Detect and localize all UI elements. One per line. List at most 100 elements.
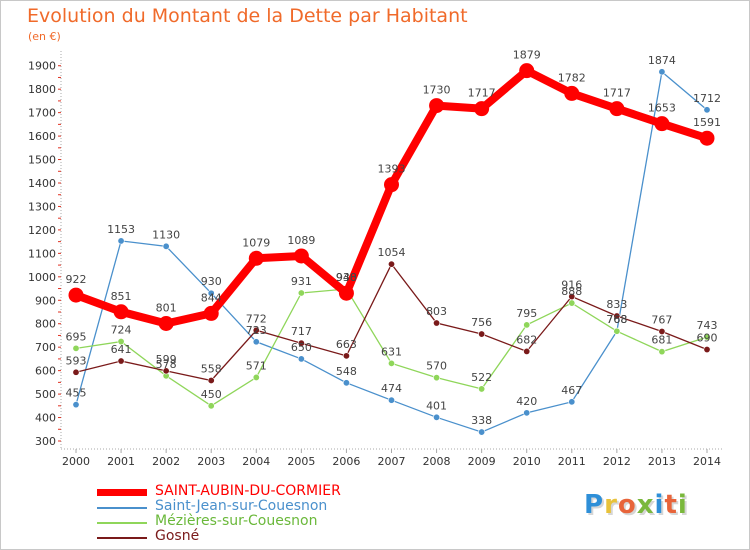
series-3-point	[72, 368, 80, 376]
series-2-value-label: 571	[246, 359, 267, 372]
logo-text: Proxiti	[584, 490, 688, 520]
logo-letter: i	[654, 490, 665, 520]
x-tick-label: 2001	[107, 455, 135, 468]
series-0-value-label: 1717	[468, 87, 496, 100]
series-0-point	[519, 63, 535, 79]
series-1-value-label: 455	[66, 387, 87, 400]
series-0-value-label: 1730	[423, 84, 451, 97]
series-0-value-label: 1591	[693, 116, 721, 129]
series-3-value-label: 803	[426, 305, 447, 318]
series-2-value-label: 888	[561, 285, 582, 298]
y-tick-label: 1700	[28, 107, 56, 120]
x-tick-label: 2008	[423, 455, 451, 468]
series-1-value-label: 650	[291, 341, 312, 354]
series-2-value-label: 681	[651, 334, 672, 347]
series-3-value-label: 690	[697, 332, 718, 345]
series-1-point	[433, 413, 441, 421]
series-2-point	[387, 359, 395, 367]
series-3-point	[433, 319, 441, 327]
series-3-value-label: 756	[471, 316, 492, 329]
series-0-point	[158, 315, 174, 331]
logo-shadow: Proxiti	[586, 492, 690, 522]
series-1-value-label: 467	[561, 384, 582, 397]
series-1-point	[478, 428, 486, 436]
series-3-value-label: 833	[606, 298, 627, 311]
series-3-point	[297, 339, 305, 347]
series-0-point	[293, 248, 309, 264]
series-1-value-label: 1712	[693, 92, 721, 105]
chart-unit: (en €)	[28, 30, 61, 43]
series-3-value-label: 682	[516, 333, 537, 346]
series-3-value-label: 558	[201, 362, 222, 375]
proxiti-logo: Proxiti Proxiti	[584, 490, 690, 522]
series-0-value-label: 801	[156, 301, 177, 314]
x-tick-label: 2005	[287, 455, 315, 468]
series-0-point	[68, 287, 84, 303]
series-1-point	[297, 355, 305, 363]
series-2-value-label: 450	[201, 388, 222, 401]
series-0-point	[609, 101, 625, 117]
series-2-value-label: 578	[156, 358, 177, 371]
logo-letter: x	[636, 490, 655, 520]
series-0-point	[564, 85, 580, 101]
series-3-value-label: 916	[561, 279, 582, 292]
series-1-point	[523, 409, 531, 417]
series-2-point	[523, 321, 531, 329]
series-3-point	[342, 352, 350, 360]
series-lines	[68, 63, 715, 436]
legend-swatch	[97, 489, 147, 496]
series-3-point	[703, 346, 711, 354]
y-tick-label: 600	[35, 365, 56, 378]
x-tick-label: 2003	[197, 455, 225, 468]
series-1-point	[658, 68, 666, 76]
logo-letter: i	[677, 490, 688, 520]
series-2-point	[703, 333, 711, 341]
series-3-point	[478, 330, 486, 338]
logo-letter: P	[584, 490, 605, 520]
series-1-value-label: 1153	[107, 223, 135, 236]
series-0-value-label: 922	[66, 273, 87, 286]
series-3-point	[162, 367, 170, 375]
series-1-point	[162, 242, 170, 250]
series-2-value-label: 631	[381, 345, 402, 358]
series-3-point	[568, 293, 576, 301]
series-0-value-label: 930	[336, 271, 357, 284]
x-tick-label: 2011	[558, 455, 586, 468]
chart-title: Evolution du Montant de la Dette par Hab…	[27, 5, 468, 27]
series-2-value-label: 948	[336, 271, 357, 284]
series-0-value-label: 1393	[378, 163, 406, 176]
series-1-value-label: 1874	[648, 54, 676, 67]
series-0-value-label: 1717	[603, 87, 631, 100]
legend-label: SAINT-AUBIN-DU-CORMIER	[155, 483, 341, 499]
y-tick-label: 500	[35, 388, 56, 401]
y-tick-label: 1900	[28, 60, 56, 73]
series-1-value-label: 401	[426, 399, 447, 412]
series-3-value-label: 599	[156, 353, 177, 366]
series-3-value-label: 641	[111, 343, 132, 356]
logo-letter: o	[617, 490, 637, 520]
series-2-point	[297, 289, 305, 297]
series-2-value-label: 931	[291, 275, 312, 288]
legend-swatch	[97, 537, 147, 539]
series-1-value-label: 548	[336, 365, 357, 378]
series-2-value-label: 522	[471, 371, 492, 384]
y-tick-label: 1800	[28, 83, 56, 96]
series-1-value-label: 474	[381, 382, 402, 395]
series-2-value-label: 768	[606, 313, 627, 326]
series-0-value-label: 844	[201, 291, 222, 304]
y-tick-label: 1100	[28, 247, 56, 260]
legend-swatch	[97, 507, 147, 509]
series-2-point	[478, 385, 486, 393]
series-3-value-label: 593	[66, 354, 87, 367]
series-3-point	[613, 312, 621, 320]
y-tick-label: 1200	[28, 224, 56, 237]
x-tick-label: 2004	[242, 455, 270, 468]
series-1-point	[117, 237, 125, 245]
x-tick-label: 2007	[378, 455, 406, 468]
series-2-point	[72, 344, 80, 352]
series-0-value-label: 851	[111, 290, 132, 303]
axes: 300 400 500 600 700 800 900 1000 1100 1200 1300 140…	[28, 51, 723, 468]
logo-letter: t	[664, 490, 678, 520]
x-tick-label: 2012	[603, 455, 631, 468]
series-0-point	[113, 304, 129, 320]
